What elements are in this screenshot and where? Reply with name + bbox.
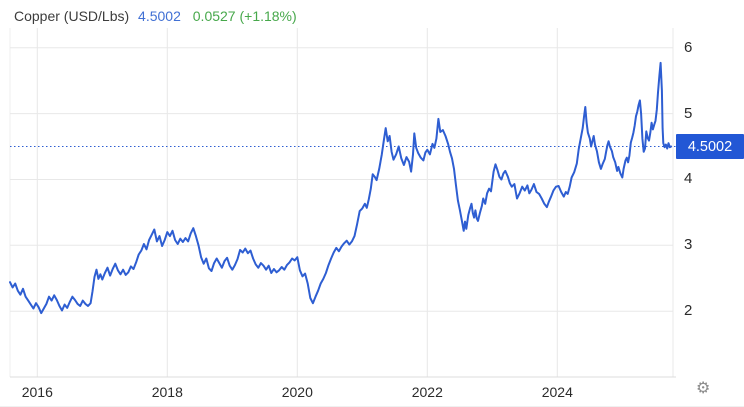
instrument-title: Copper (USD/Lbs) (14, 8, 130, 24)
last-price-value: 4.5002 (138, 8, 181, 24)
x-axis-tick-label: 2022 (411, 384, 443, 400)
current-price-badge: 4.5002 (676, 134, 744, 159)
chart-header: Copper (USD/Lbs) 4.5002 0.0527 (+1.18%) (14, 8, 297, 24)
x-axis-tick-label: 2020 (281, 384, 313, 400)
price-change-value: 0.0527 (+1.18%) (192, 8, 297, 24)
x-axis-tick-label: 2018 (151, 384, 183, 400)
x-axis-tick-label: 2016 (21, 384, 53, 400)
y-axis-tick-label: 5 (684, 104, 693, 122)
y-axis-tick-label: 4 (684, 170, 693, 188)
y-axis-tick-label: 3 (684, 236, 693, 254)
settings-gear-icon[interactable]: ⚙ (696, 378, 711, 397)
y-axis-tick-label: 6 (684, 38, 693, 56)
y-axis-tick-label: 2 (684, 302, 693, 320)
x-axis-tick-label: 2024 (541, 384, 573, 400)
